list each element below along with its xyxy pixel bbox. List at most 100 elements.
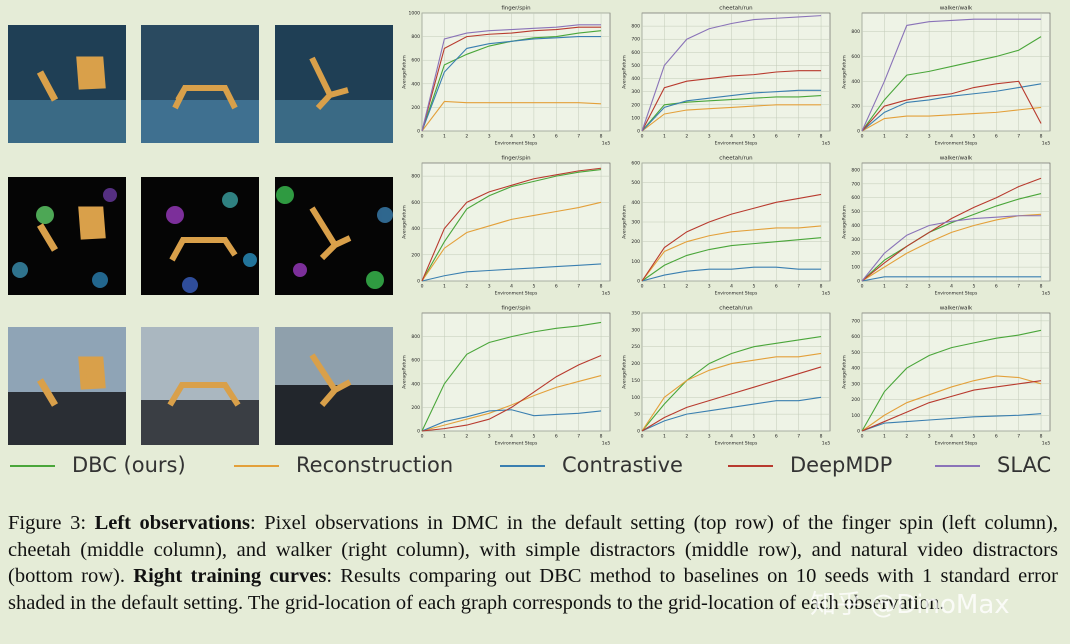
obs-floor <box>141 100 259 143</box>
caption-text: Figure 3: <box>8 512 95 534</box>
x-tick-label: 4 <box>730 134 733 140</box>
obs-floor <box>275 100 393 143</box>
y-tick-label: 400 <box>851 366 860 372</box>
y-tick-label: 300 <box>631 327 640 333</box>
x-offset-label: 1e5 <box>602 441 611 447</box>
x-tick-label: 5 <box>972 284 975 290</box>
legend-label: DBC (ours) <box>72 453 186 477</box>
chart: finger/spin Environment Steps 1e5 AverageRe… <box>402 156 611 297</box>
series-line <box>861 193 1042 282</box>
x-tick-label: 6 <box>555 134 558 140</box>
x-axis-label: Environment Steps <box>715 141 758 147</box>
x-tick-label: 0 <box>641 134 644 140</box>
legend-label: SLAC <box>997 453 1051 477</box>
y-tick-label: 250 <box>631 344 640 350</box>
y-tick-label: 400 <box>631 76 640 82</box>
x-tick-label: 4 <box>510 284 513 290</box>
x-tick-label: 7 <box>1017 284 1020 290</box>
x-tick-label: 0 <box>641 284 644 290</box>
x-tick-label: 2 <box>685 284 688 290</box>
chart: walker/walk Environment Steps 1e5 AverageRe… <box>842 306 1051 447</box>
x-tick-label: 2 <box>685 434 688 440</box>
x-tick-label: 5 <box>972 434 975 440</box>
x-offset-label: 1e5 <box>1042 291 1051 297</box>
x-tick-label: 2 <box>905 284 908 290</box>
x-tick-label: 7 <box>797 434 800 440</box>
y-tick-label: 200 <box>851 397 860 403</box>
series-line <box>641 366 822 432</box>
y-tick-label: 600 <box>411 58 420 64</box>
caption-text: : Pixel observations in DMC in the defau… <box>8 512 1058 587</box>
chart: cheetah/run Environment Steps 1e5 AverageRe… <box>622 156 831 297</box>
series-line <box>861 83 1042 132</box>
y-tick-label: 400 <box>631 200 640 206</box>
x-tick-label: 3 <box>928 434 931 440</box>
series-line <box>861 213 1042 282</box>
y-tick-label: 600 <box>411 358 420 364</box>
x-tick-label: 7 <box>577 134 580 140</box>
chart-title: finger/spin <box>501 306 531 312</box>
legend-label: DeepMDP <box>790 453 892 477</box>
x-tick-label: 5 <box>972 134 975 140</box>
chart: finger/spin Environment Steps 1e5 AverageRe… <box>402 306 611 447</box>
x-tick-label: 1 <box>883 284 886 290</box>
x-tick-label: 6 <box>995 434 998 440</box>
y-tick-label: 100 <box>631 259 640 265</box>
series-line <box>641 336 822 432</box>
obs-image <box>141 177 259 295</box>
x-tick-label: 3 <box>708 284 711 290</box>
series-line <box>861 177 1042 282</box>
x-tick-label: 8 <box>820 284 823 290</box>
x-offset-label: 1e5 <box>602 141 611 147</box>
y-tick-label: 200 <box>631 102 640 108</box>
obs-agent <box>36 356 106 407</box>
x-tick-label: 3 <box>708 434 711 440</box>
x-offset-label: 1e5 <box>822 141 831 147</box>
x-tick-label: 1 <box>663 134 666 140</box>
y-tick-label: 50 <box>634 412 640 418</box>
x-offset-label: 1e5 <box>822 441 831 447</box>
y-axis-label: AverageReturn <box>842 205 848 239</box>
series-line <box>421 169 602 282</box>
x-offset-label: 1e5 <box>1042 441 1051 447</box>
x-tick-label: 6 <box>995 134 998 140</box>
x-tick-label: 0 <box>861 284 864 290</box>
y-tick-label: 200 <box>411 105 420 111</box>
y-tick-label: 500 <box>851 209 860 215</box>
y-tick-label: 300 <box>851 381 860 387</box>
obs-agent <box>172 85 238 110</box>
y-tick-label: 800 <box>851 29 860 35</box>
y-tick-label: 100 <box>851 265 860 271</box>
x-tick-label: 1 <box>663 434 666 440</box>
x-tick-label: 3 <box>708 134 711 140</box>
obs-agent <box>309 56 349 111</box>
x-offset-label: 1e5 <box>602 291 611 297</box>
y-axis-label: AverageReturn <box>622 55 628 89</box>
chart-title: cheetah/run <box>719 156 753 162</box>
y-tick-label: 300 <box>631 220 640 226</box>
x-tick-label: 2 <box>465 134 468 140</box>
x-tick-label: 7 <box>797 284 800 290</box>
y-tick-label: 800 <box>411 334 420 340</box>
series-line <box>421 100 602 132</box>
distractors <box>12 186 393 293</box>
x-tick-label: 6 <box>775 284 778 290</box>
y-tick-label: 300 <box>851 237 860 243</box>
obs-dashboard <box>8 392 126 445</box>
caption: Figure 3: Left observations: Pixel obser… <box>8 510 1058 616</box>
y-tick-label: 600 <box>631 50 640 56</box>
y-tick-label: 0 <box>857 429 860 435</box>
x-tick-label: 6 <box>995 284 998 290</box>
y-tick-label: 600 <box>411 200 420 206</box>
y-tick-label: 700 <box>851 318 860 324</box>
x-tick-label: 0 <box>861 134 864 140</box>
y-axis-label: AverageReturn <box>402 355 408 389</box>
x-tick-label: 0 <box>421 434 424 440</box>
x-tick-label: 2 <box>465 434 468 440</box>
obs-agent <box>167 382 241 407</box>
x-tick-label: 7 <box>577 284 580 290</box>
x-tick-label: 0 <box>861 434 864 440</box>
series-line <box>641 104 822 132</box>
y-tick-label: 800 <box>411 34 420 40</box>
x-tick-label: 8 <box>1040 434 1043 440</box>
